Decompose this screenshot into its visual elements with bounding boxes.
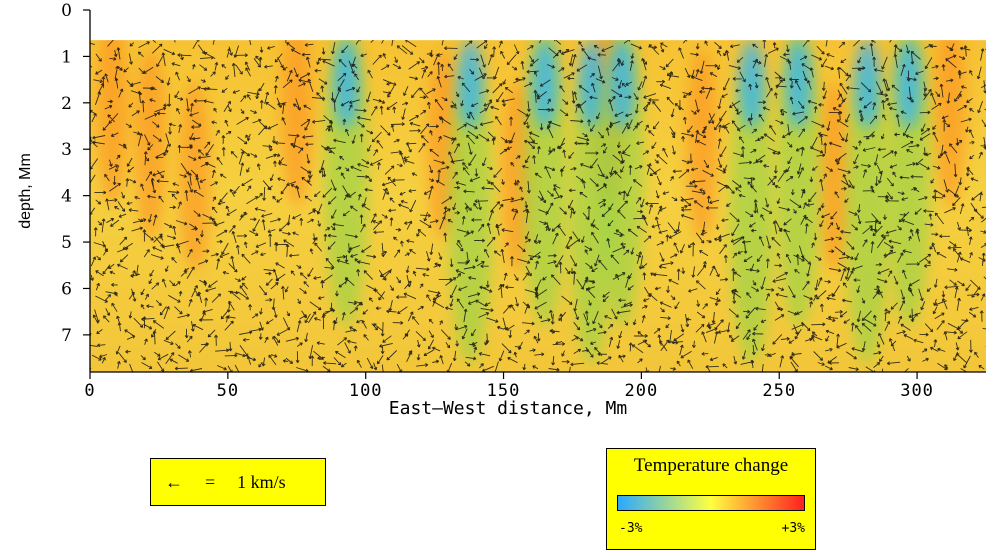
colorbar-gradient bbox=[617, 495, 805, 511]
warm-region bbox=[818, 82, 851, 273]
x-axis-title: East—West distance, Mm bbox=[389, 398, 627, 419]
green-region bbox=[324, 40, 369, 328]
warm-region bbox=[96, 40, 129, 208]
scale-value: 1 km/s bbox=[237, 471, 286, 492]
scale-equals: = bbox=[205, 471, 216, 492]
cool-region bbox=[785, 40, 812, 130]
heatmap-plot-area bbox=[90, 40, 986, 373]
x-tick-label: 0 bbox=[84, 381, 95, 401]
y-axis-title: depth, Mm bbox=[17, 153, 34, 229]
y-tick-label: 2 bbox=[61, 94, 72, 114]
y-tick-label: 5 bbox=[61, 233, 72, 253]
warm-region bbox=[134, 49, 167, 240]
x-axis-ticks: 0 50 100 150 200 250 300 bbox=[84, 372, 934, 401]
cool-region bbox=[531, 40, 558, 130]
velocity-scale-box: ← = 1 km/s bbox=[150, 458, 326, 506]
x-tick-label: 100 bbox=[349, 381, 383, 401]
x-tick-label: 250 bbox=[762, 381, 796, 401]
colorbar-max-label: +3% bbox=[781, 521, 805, 536]
y-tick-label: 3 bbox=[61, 140, 72, 160]
colorbar-legend: Temperature change -3% +3% bbox=[606, 448, 816, 550]
colorbar-title: Temperature change bbox=[633, 455, 789, 476]
cool-region bbox=[333, 40, 360, 130]
scale-arrow-icon: ← bbox=[165, 471, 183, 492]
velocity-arrow-field bbox=[90, 40, 986, 373]
x-tick-label: 300 bbox=[900, 381, 934, 401]
y-tick-label: 6 bbox=[61, 279, 72, 299]
y-tick-label: 7 bbox=[61, 326, 72, 346]
velocity-arrows bbox=[90, 40, 986, 373]
cool-region bbox=[895, 40, 922, 130]
x-tick-label: 50 bbox=[217, 381, 239, 401]
green-region bbox=[886, 40, 931, 328]
x-tick-label: 200 bbox=[625, 381, 659, 401]
y-tick-label: 0 bbox=[61, 1, 72, 21]
warm-region bbox=[280, 40, 313, 208]
axes: 0 1 2 3 4 5 6 7 0 50 100 150 200 250 300 bbox=[61, 1, 986, 401]
x-tick-label: 150 bbox=[487, 381, 521, 401]
warm-region bbox=[934, 40, 967, 208]
temperature-field bbox=[96, 40, 967, 365]
warm-region bbox=[686, 49, 719, 240]
y-tick-label: 1 bbox=[61, 47, 72, 67]
colorbar-min-label: -3% bbox=[619, 521, 643, 536]
y-axis-ticks: 0 1 2 3 4 5 6 7 bbox=[61, 1, 90, 346]
warm-region bbox=[178, 82, 211, 273]
y-tick-label: 4 bbox=[61, 187, 72, 207]
cool-region bbox=[457, 40, 484, 130]
